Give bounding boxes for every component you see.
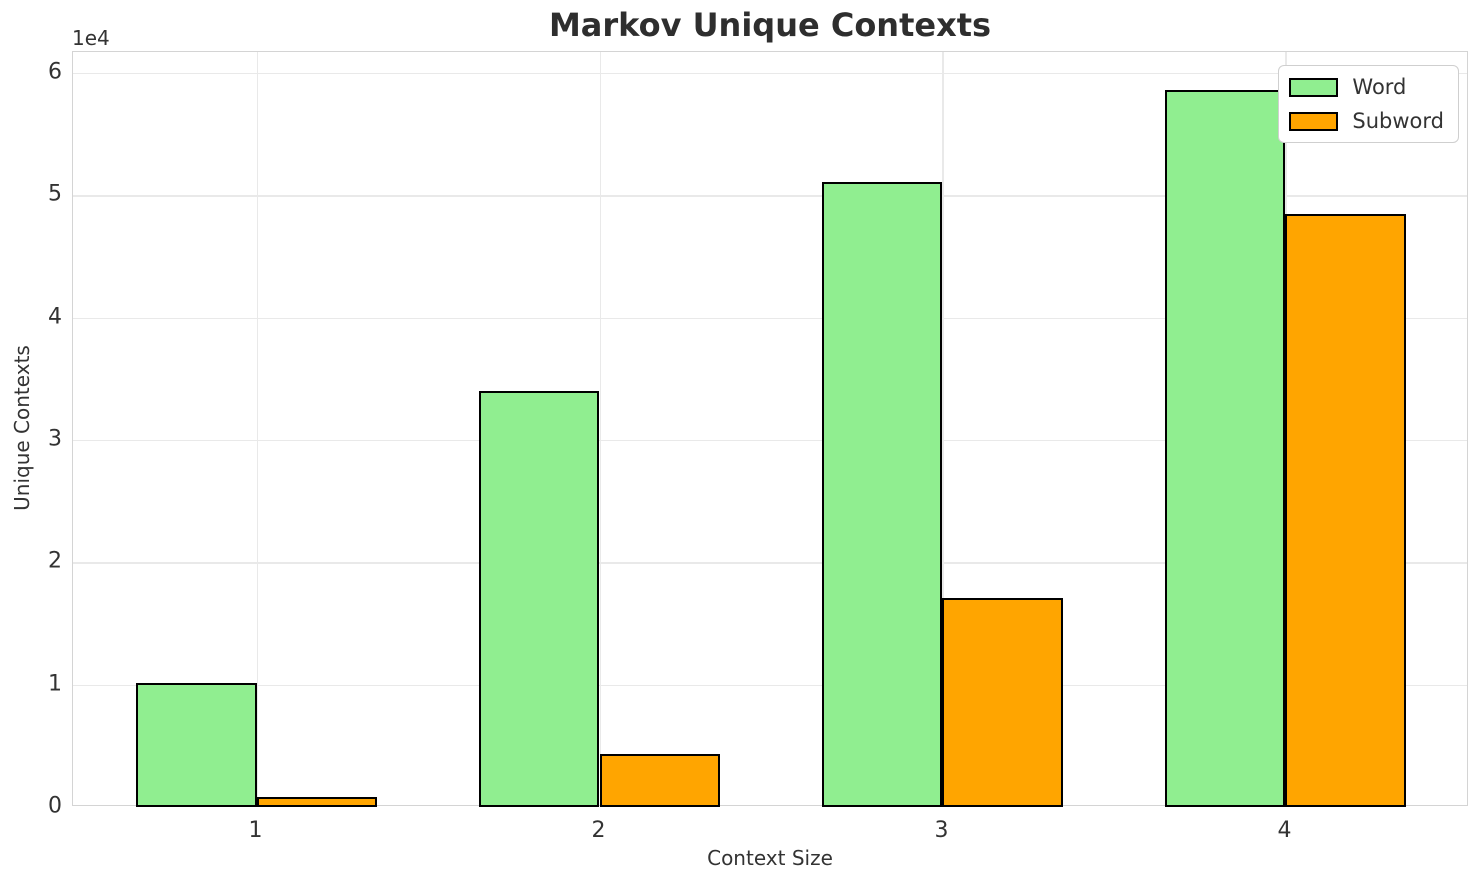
legend: Word Subword [1278, 65, 1459, 143]
bar-subword-2 [599, 754, 720, 807]
y-gridline [73, 195, 1467, 197]
y-tick-label: 6 [48, 59, 62, 85]
y-gridline [73, 562, 1467, 564]
y-gridline [73, 439, 1467, 442]
bar-subword-4 [1285, 213, 1406, 807]
y-tick-label: 0 [48, 793, 62, 819]
legend-label-subword: Subword [1352, 109, 1444, 133]
x-tick-label: 1 [248, 818, 263, 843]
legend-swatch-subword [1289, 111, 1339, 131]
y-axis-label-text: Unique Contexts [10, 345, 34, 511]
bar-subword-3 [942, 597, 1063, 807]
y-gridline [73, 684, 1467, 687]
y-tick-label: 3 [48, 426, 62, 452]
bar-subword-1 [256, 797, 377, 807]
x-axis-label: Context Size [707, 846, 833, 870]
x-gridline [942, 52, 944, 805]
y-axis-offset-text: 1e4 [72, 26, 110, 50]
chart-title: Markov Unique Contexts [548, 6, 992, 44]
y-tick-label: 1 [48, 671, 62, 697]
legend-item-subword: Subword [1289, 109, 1444, 133]
x-tick-label: 2 [591, 818, 606, 843]
x-gridline [599, 52, 601, 805]
y-axis-label: Unique Contexts [10, 345, 34, 511]
legend-label-word: Word [1352, 75, 1407, 99]
x-gridline [256, 52, 258, 805]
x-tick-label: 3 [934, 818, 949, 843]
legend-item-word: Word [1289, 75, 1444, 99]
y-gridline [73, 317, 1467, 320]
y-tick-label: 5 [48, 181, 62, 207]
bar-word-4 [1165, 89, 1286, 807]
y-gridline [73, 72, 1467, 75]
x-tick-label: 4 [1277, 818, 1292, 843]
bar-word-1 [136, 683, 257, 807]
plot-area: Word Subword [72, 51, 1468, 807]
y-tick-label: 4 [48, 304, 62, 330]
legend-swatch-word [1289, 77, 1339, 97]
y-tick-label: 2 [48, 548, 62, 574]
bar-word-2 [479, 390, 600, 807]
bar-word-3 [822, 181, 943, 807]
